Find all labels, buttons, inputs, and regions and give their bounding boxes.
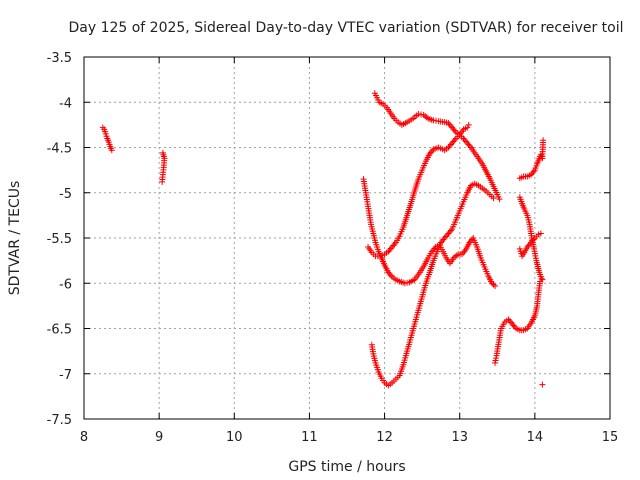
y-tick-label: -6.5	[47, 323, 72, 338]
y-tick-label: -3.5	[47, 51, 72, 66]
y-tick-labels: -3.5 -4 -4.5 -5 -5.5 -6 -6.5 -7 -7.5	[47, 51, 72, 428]
x-tick-label: 13	[451, 430, 468, 445]
data-point	[539, 276, 546, 283]
series-arc-8	[516, 137, 547, 182]
y-tick-label: -7.5	[47, 413, 72, 428]
y-tick-label: -4	[59, 96, 72, 111]
series-arc-5	[365, 121, 472, 260]
tick-marks	[83, 56, 611, 420]
series-arc-6	[368, 180, 497, 389]
data-point	[159, 178, 166, 185]
series-arc-10	[516, 230, 544, 260]
data-point	[465, 121, 472, 128]
y-tick-label: -4.5	[47, 142, 72, 157]
series-arc-2	[159, 149, 168, 185]
data-point	[539, 381, 546, 388]
chart-title: Day 125 of 2025, Sidereal Day-to-day VTE…	[68, 20, 623, 36]
data-points	[99, 90, 547, 389]
data-point	[537, 230, 544, 237]
series-arc-11	[539, 381, 546, 388]
data-point	[540, 137, 547, 144]
x-axis-label: GPS time / hours	[288, 459, 405, 475]
x-tick-label: 9	[155, 430, 163, 445]
data-point	[538, 275, 545, 282]
series-arc-4	[360, 176, 499, 289]
data-point	[108, 147, 115, 154]
x-tick-label: 15	[602, 430, 619, 445]
y-tick-label: -5	[59, 187, 72, 202]
series-arc-7	[492, 276, 546, 366]
series-arc-1	[99, 124, 115, 154]
x-tick-label: 14	[527, 430, 544, 445]
x-tick-label: 8	[80, 430, 88, 445]
y-axis-label: SDTVAR / TECUs	[7, 181, 23, 296]
series-arc-9	[516, 194, 545, 282]
x-tick-labels: 8 9 10 11 12 13 14 15	[80, 430, 618, 445]
y-tick-label: -5.5	[47, 232, 72, 247]
data-point	[490, 195, 497, 202]
x-tick-label: 11	[301, 430, 318, 445]
y-tick-label: -7	[59, 368, 72, 383]
y-tick-label: -6	[59, 277, 72, 292]
x-tick-label: 10	[226, 430, 243, 445]
data-point	[496, 196, 503, 203]
data-point	[492, 282, 499, 289]
x-tick-label: 12	[376, 430, 393, 445]
series-arc-3	[371, 90, 503, 203]
